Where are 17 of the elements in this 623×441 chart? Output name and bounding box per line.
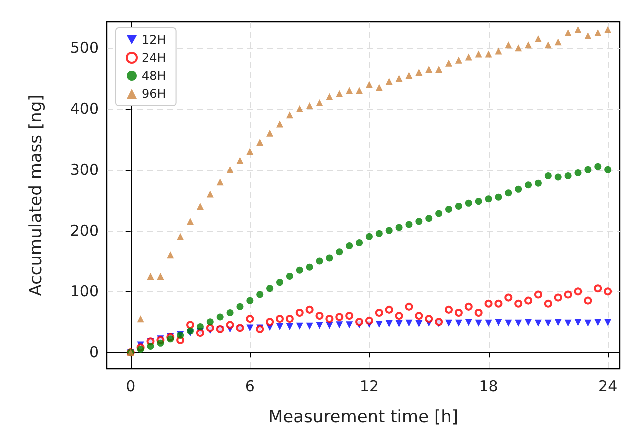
x-tick-label: 6 [245,378,255,396]
legend-label: 12H [142,33,166,47]
y-tick-label: 0 [89,344,99,362]
y-tick-label: 200 [70,222,99,240]
y-tick-label: 300 [70,160,99,179]
x-tick-label: 12 [360,378,380,396]
legend-label: 96H [142,87,166,101]
y-tick-label: 400 [70,100,99,118]
x-axis-title: Measurement time [h] [268,408,458,428]
y-axis-title: Accumulated mass [ng] [26,94,46,296]
legend-label: 48H [142,69,166,83]
x-tick-label: 18 [479,378,498,396]
legend-label: 24H [142,51,166,65]
y-tick-label: 500 [70,39,99,58]
x-tick-label: 24 [598,378,618,396]
x-tick-label: 0 [126,378,136,396]
y-tick-label: 100 [70,282,99,301]
